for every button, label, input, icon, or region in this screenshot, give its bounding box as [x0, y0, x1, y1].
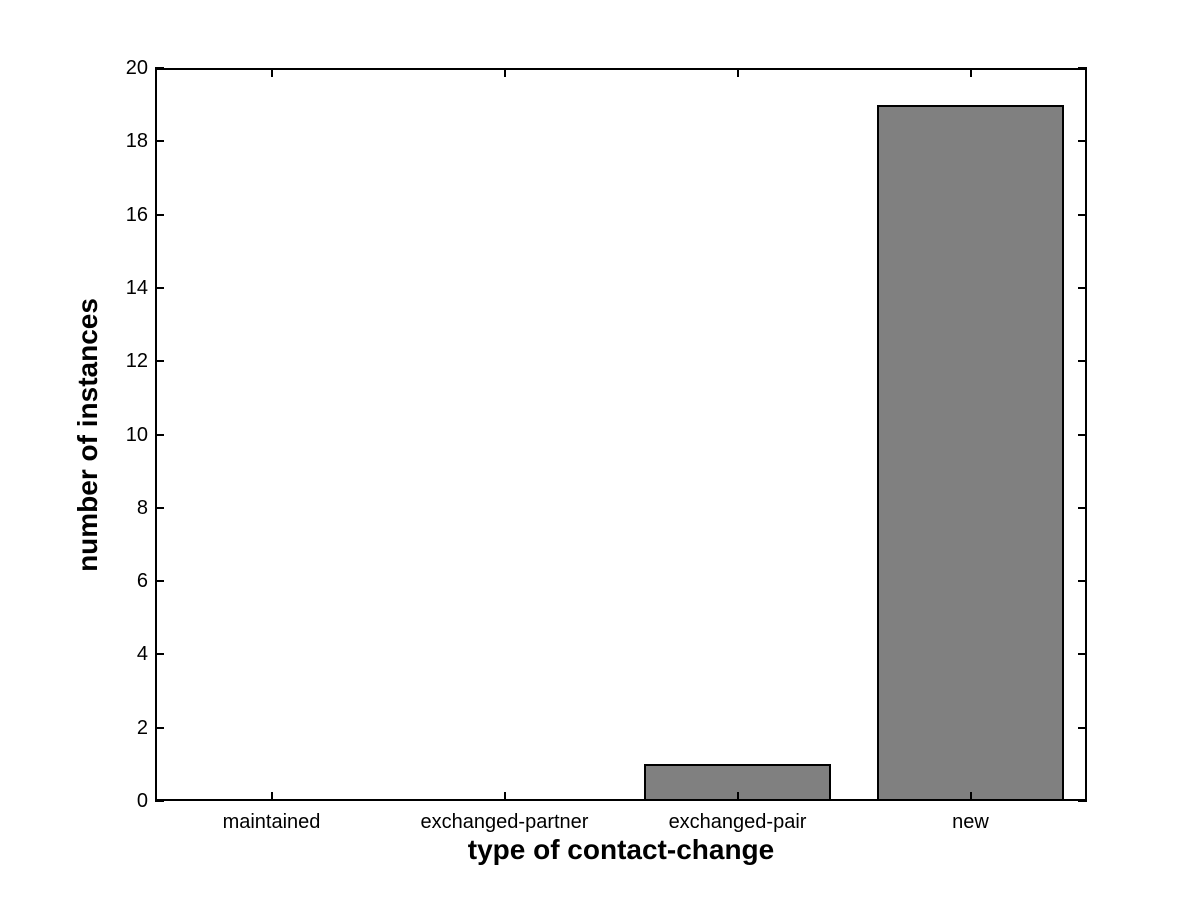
y-tick-label: 2	[136, 716, 148, 739]
x-tick-label: new	[952, 811, 989, 833]
y-tick-mark-right	[1078, 580, 1087, 583]
y-tick-mark-left	[155, 286, 164, 289]
y-tick-label: 6	[136, 570, 148, 593]
x-tick-mark-bottom	[503, 792, 506, 801]
x-tick-mark-top	[270, 68, 273, 77]
y-tick-mark-right	[1078, 433, 1087, 436]
y-tick-label: 4	[136, 643, 148, 666]
y-tick-mark-left	[155, 653, 164, 656]
y-tick-mark-left	[155, 433, 164, 436]
y-tick-mark-right	[1078, 286, 1087, 289]
y-tick-mark-right	[1078, 800, 1087, 802]
y-tick-mark-right	[1078, 67, 1087, 69]
x-tick-mark-top	[503, 68, 506, 77]
y-tick-mark-right	[1078, 506, 1087, 509]
x-tick-mark-bottom	[969, 792, 972, 801]
y-tick-label: 14	[125, 276, 148, 299]
y-tick-mark-left	[155, 140, 164, 143]
x-tick-mark-bottom	[270, 792, 273, 801]
x-tick-mark-top	[736, 68, 739, 77]
y-tick-mark-left	[155, 213, 164, 216]
x-tick-label: exchanged-partner	[420, 811, 589, 833]
y-tick-mark-left	[155, 360, 164, 363]
y-tick-mark-left	[155, 580, 164, 583]
y-tick-label: 8	[136, 496, 148, 519]
y-tick-mark-right	[1078, 213, 1087, 216]
x-axis-label: type of contact-change	[467, 834, 775, 865]
x-tick-mark-top	[969, 68, 972, 77]
y-tick-mark-left	[155, 67, 164, 69]
y-tick-mark-left	[155, 506, 164, 509]
y-tick-label: 16	[125, 203, 148, 226]
y-tick-label: 12	[125, 350, 148, 373]
bar-new	[877, 104, 1064, 801]
y-tick-label: 18	[125, 130, 148, 153]
y-tick-mark-right	[1078, 653, 1087, 656]
x-tick-mark-bottom	[736, 792, 739, 801]
x-tick-label: maintained	[222, 811, 321, 833]
y-tick-label: 20	[125, 57, 148, 79]
y-tick-label: 0	[136, 790, 148, 812]
y-tick-mark-left	[155, 800, 164, 802]
x-tick-label: exchanged-pair	[668, 811, 807, 833]
y-tick-mark-right	[1078, 360, 1087, 363]
y-tick-label: 10	[125, 423, 148, 446]
y-tick-mark-left	[155, 726, 164, 729]
y-tick-mark-right	[1078, 726, 1087, 729]
y-tick-mark-right	[1078, 140, 1087, 143]
